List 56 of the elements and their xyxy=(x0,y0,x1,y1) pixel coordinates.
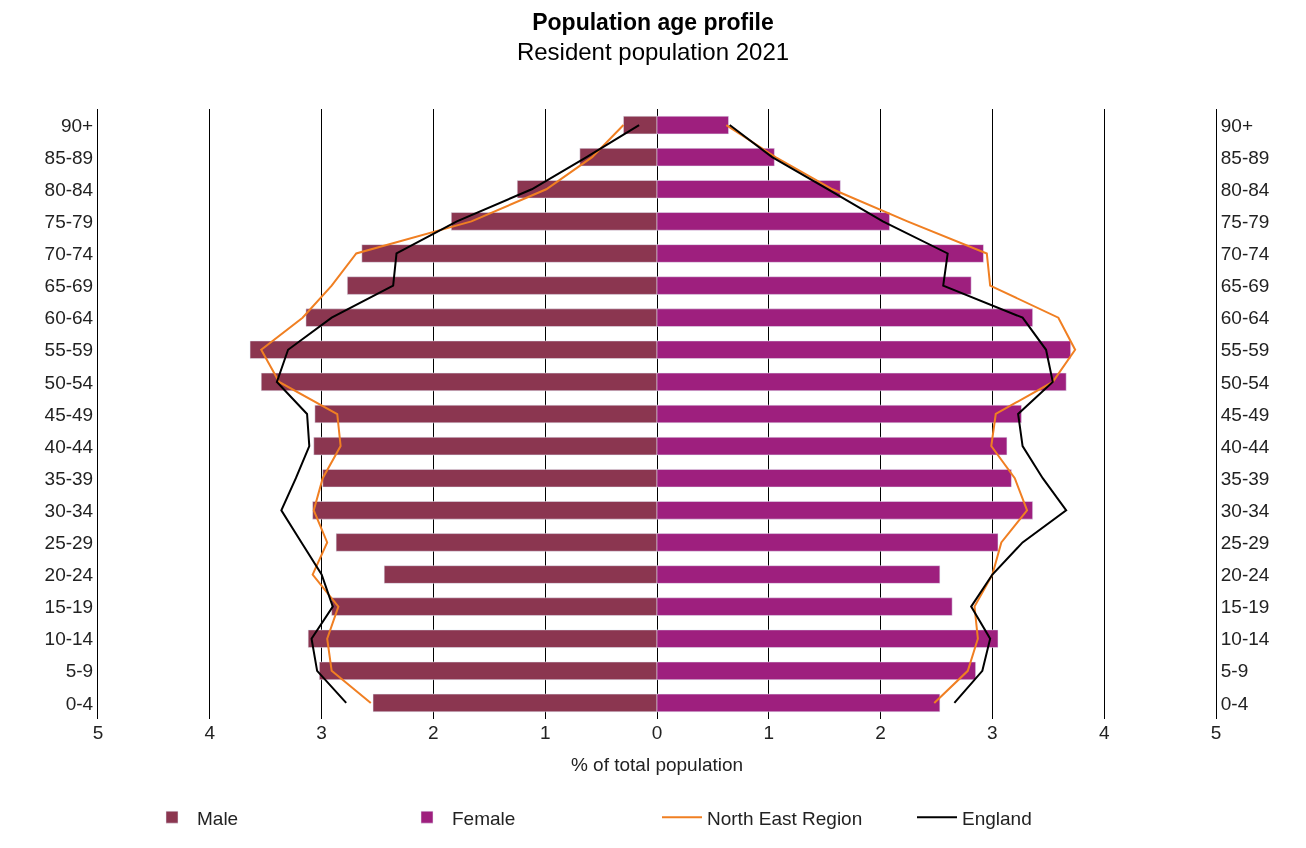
x-tick-label: 1 xyxy=(539,722,551,743)
y-tick-label: 20-24 xyxy=(44,564,94,586)
y-tick-label: 50-54 xyxy=(44,371,94,393)
x-tick-label: 2 xyxy=(428,722,439,743)
category-label: 80-84 xyxy=(1220,178,1270,200)
legend-label: North East Region xyxy=(707,807,863,829)
x-tick-label: 4 xyxy=(1098,722,1110,743)
category-label: 40-44 xyxy=(1220,435,1270,457)
legend-label: Male xyxy=(197,807,239,829)
category-label: 90+ xyxy=(1220,114,1254,136)
category-label: 85-89 xyxy=(1220,146,1270,168)
category-label: 30-34 xyxy=(1220,499,1270,521)
category-label: 65-69 xyxy=(1220,275,1270,297)
x-axis-title: % of total population xyxy=(570,753,744,775)
y-tick-label: 80-84 xyxy=(44,178,94,200)
category-label: 45-49 xyxy=(1220,403,1270,425)
chart-subtitle: Resident population 2021 xyxy=(516,37,790,65)
legend-label: Female xyxy=(452,807,516,829)
category-label: 20-24 xyxy=(1220,564,1270,586)
category-label: 60-64 xyxy=(1220,307,1270,329)
category-label: 10-14 xyxy=(1220,628,1270,650)
y-tick-label: 5-9 xyxy=(65,660,94,682)
category-label: 35-39 xyxy=(1220,467,1270,489)
y-tick-label: 25-29 xyxy=(44,532,94,554)
y-tick-label: 60-64 xyxy=(44,307,94,329)
category-label: 0-4 xyxy=(1220,692,1249,714)
category-label: 15-19 xyxy=(1220,596,1270,618)
y-tick-label: 70-74 xyxy=(44,243,94,265)
x-tick-label: 5 xyxy=(1210,722,1222,743)
chart-title: Population age profile xyxy=(532,8,774,35)
x-tick-label: 3 xyxy=(987,722,998,743)
category-label: 70-74 xyxy=(1220,243,1270,265)
legend-label: England xyxy=(962,807,1032,829)
y-tick-label: 85-89 xyxy=(44,146,94,168)
x-tick-label: 1 xyxy=(763,722,775,743)
y-tick-label: 15-19 xyxy=(44,596,94,618)
y-tick-label: 35-39 xyxy=(44,467,94,489)
category-label: 5-9 xyxy=(1220,660,1249,682)
x-tick-label: 5 xyxy=(92,722,104,743)
y-tick-label: 90+ xyxy=(60,114,94,136)
category-label: 55-59 xyxy=(1220,339,1270,361)
y-tick-label: 40-44 xyxy=(44,435,94,457)
y-tick-label: 30-34 xyxy=(44,499,94,521)
category-label: 50-54 xyxy=(1220,371,1270,393)
y-tick-label: 45-49 xyxy=(44,403,94,425)
y-tick-label: 0-4 xyxy=(65,692,94,714)
category-label: 25-29 xyxy=(1220,532,1270,554)
y-tick-label: 10-14 xyxy=(44,628,94,650)
x-tick-label: 0 xyxy=(651,722,663,743)
x-tick-label: 2 xyxy=(875,722,886,743)
category-label: 75-79 xyxy=(1220,211,1270,233)
x-tick-label: 3 xyxy=(316,722,327,743)
y-tick-label: 55-59 xyxy=(44,339,94,361)
y-tick-label: 65-69 xyxy=(44,275,94,297)
y-tick-label: 75-79 xyxy=(44,211,94,233)
x-tick-label: 4 xyxy=(204,722,216,743)
